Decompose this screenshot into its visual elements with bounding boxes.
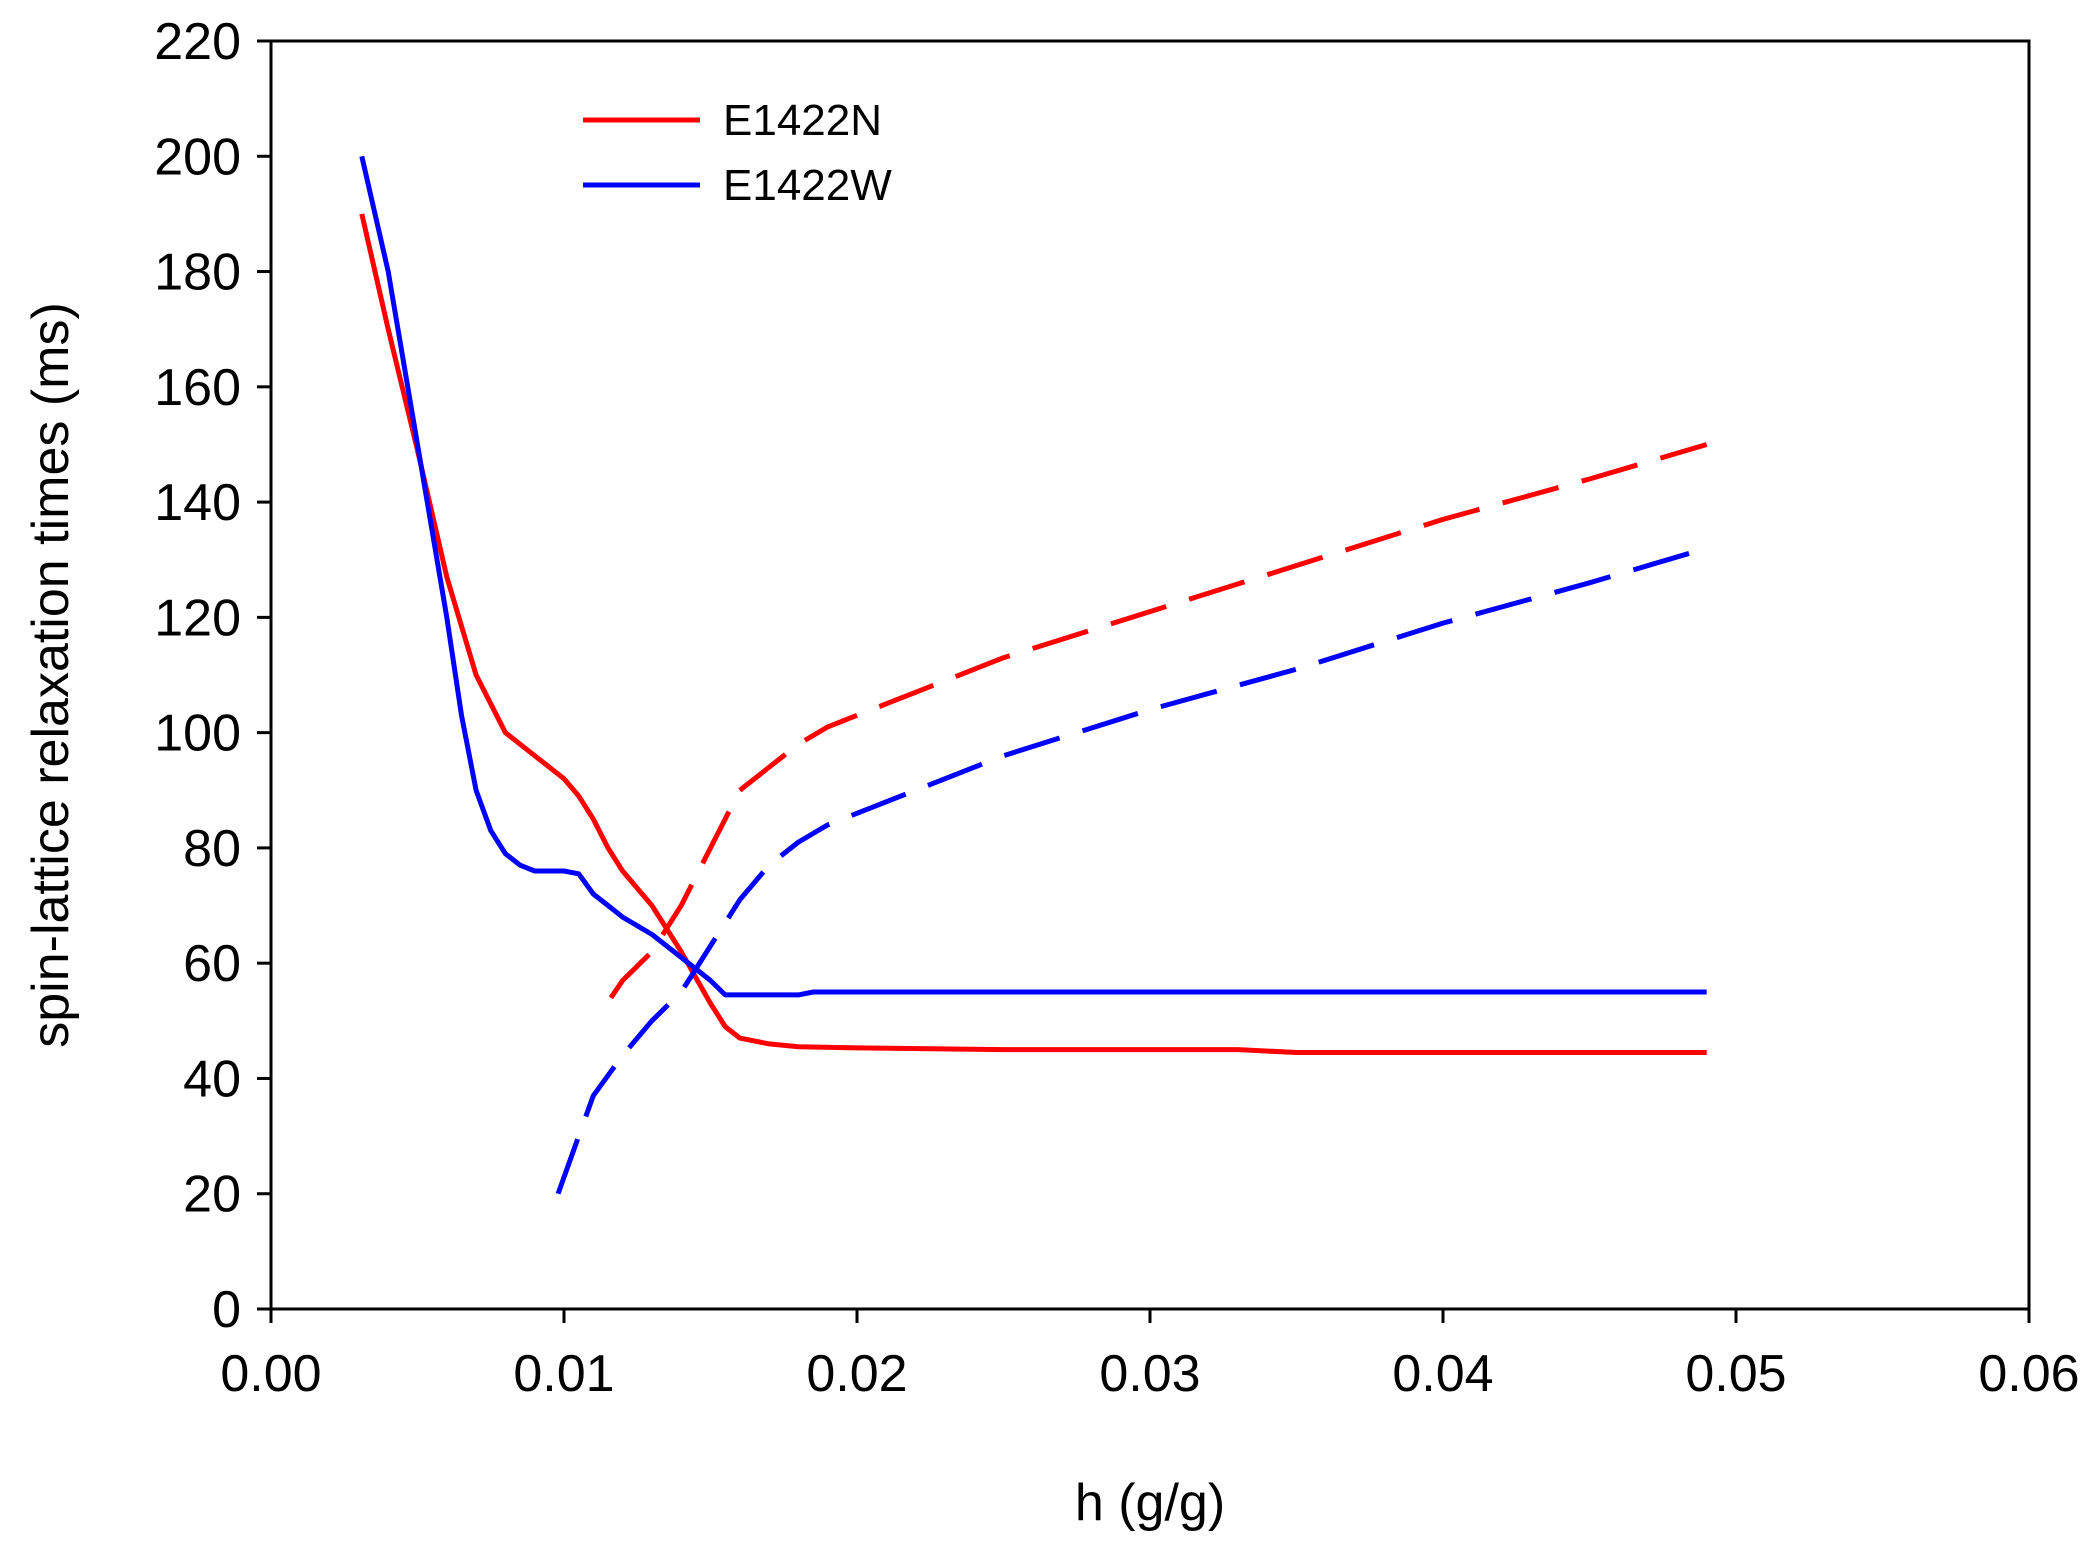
y-tick-label: 80 [183, 820, 241, 878]
y-tick-label: 40 [183, 1050, 241, 1108]
x-tick-label: 0.03 [1099, 1345, 1200, 1403]
x-tick-label: 0.02 [806, 1345, 907, 1403]
x-tick-label: 0.05 [1685, 1345, 1786, 1403]
y-tick-label: 120 [154, 589, 241, 647]
series-line-e1422n [359, 213, 1707, 1055]
y-tick-label: 20 [183, 1166, 241, 1224]
y-tick-label: 180 [154, 244, 241, 302]
y-tick-label: 100 [154, 705, 241, 763]
y-tick-label: 220 [154, 13, 241, 71]
x-axis: 0.00 0.01 0.02 0.03 0.04 0.05 0.06 [220, 1309, 2080, 1403]
series-layer [359, 155, 1708, 1195]
y-tick-label: 140 [154, 474, 241, 532]
y-axis: 0 20 40 60 80 100 120 140 160 180 200 220 [154, 13, 271, 1339]
y-tick-label: 0 [212, 1281, 241, 1339]
series-line-dashed-1 [608, 442, 1708, 1000]
y-axis-title: spin-lattice relaxation times (ms) [22, 302, 80, 1048]
x-tick-label: 0.06 [1978, 1345, 2079, 1403]
series-line-dashed-3 [555, 545, 1708, 1195]
y-tick-label: 60 [183, 935, 241, 993]
plot-frame [269, 39, 2031, 1311]
y-tick-label: 160 [154, 359, 241, 417]
legend-label: E1422N [723, 96, 882, 145]
legend-label: E1422W [723, 161, 892, 210]
y-tick-label: 200 [154, 128, 241, 186]
series-line-e1422w [359, 155, 1707, 998]
x-tick-label: 0.01 [513, 1345, 614, 1403]
x-tick-label: 0.00 [220, 1345, 321, 1403]
legend: E1422N E1422W [583, 96, 892, 210]
x-axis-title: h (g/g) [1075, 1474, 1225, 1532]
x-tick-label: 0.04 [1392, 1345, 1493, 1403]
